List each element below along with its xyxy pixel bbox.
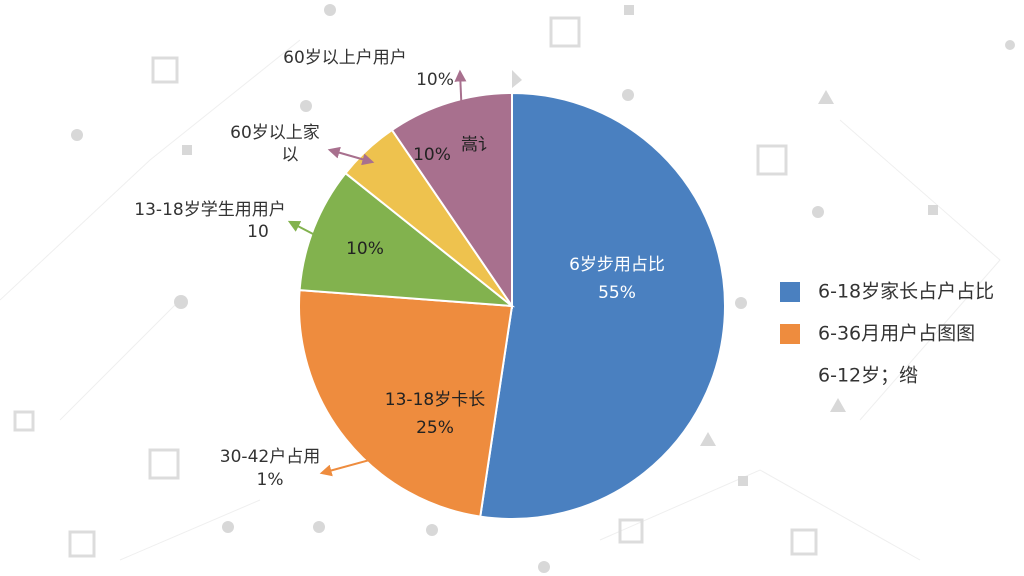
legend-label: 6-36月用户占图图 bbox=[818, 323, 975, 345]
annotation-text: 10% bbox=[416, 70, 454, 90]
slice-value-label: 55% bbox=[598, 283, 636, 303]
pie-slice bbox=[479, 91, 726, 520]
slice-value-label: 10% bbox=[413, 145, 451, 165]
annotation-text: 以 bbox=[282, 145, 299, 165]
slice-value-label: 10% bbox=[346, 239, 384, 259]
pie-slice bbox=[298, 289, 514, 518]
annotation-text: 13-18岁学生用用户 bbox=[134, 200, 285, 220]
slice-label: 嵩讠 bbox=[461, 135, 495, 155]
annotation-text: 60岁以上家 bbox=[230, 123, 320, 143]
annotation-text: 1% bbox=[257, 470, 284, 490]
annotation-text: 60岁以上户用户 bbox=[283, 48, 407, 68]
annotation-arrow bbox=[454, 69, 468, 121]
slice-label: 13-18岁卡长 bbox=[385, 390, 485, 410]
background-decoration bbox=[0, 4, 1015, 573]
pie bbox=[298, 91, 726, 520]
legend-label: 6-18岁家长占户占比 bbox=[818, 281, 994, 303]
annotation-text: 30-42户占用 bbox=[220, 447, 320, 467]
annotation-arrow bbox=[327, 146, 375, 166]
annotation-arrow bbox=[319, 451, 391, 477]
slice-value-label: 25% bbox=[416, 418, 454, 438]
annotation-arrow bbox=[287, 220, 343, 250]
legend-swatch bbox=[780, 324, 800, 344]
annotation-text: 10 bbox=[247, 222, 269, 242]
legend-swatch bbox=[780, 282, 800, 302]
legend-label: 6-12岁；绺 bbox=[818, 365, 918, 387]
slice-label: 6岁步用占比 bbox=[569, 255, 665, 275]
pie-slice bbox=[390, 91, 513, 310]
